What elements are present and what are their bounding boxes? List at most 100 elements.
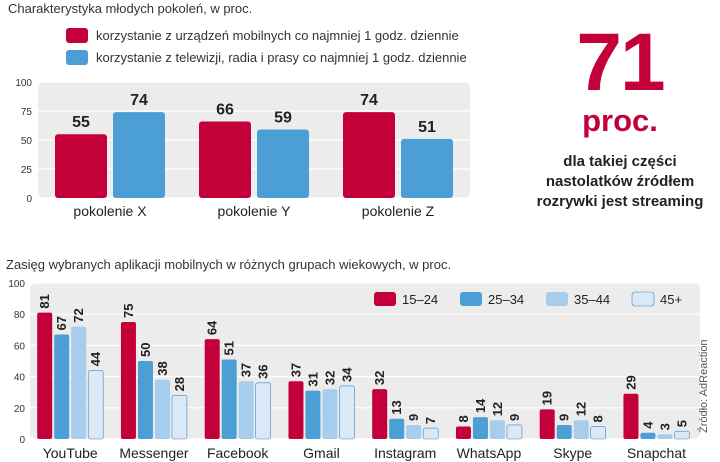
category-label: WhatsApp bbox=[457, 445, 522, 461]
legend-label: 25–34 bbox=[488, 292, 524, 307]
bar bbox=[322, 389, 338, 439]
category-label: pokolenie Y bbox=[218, 203, 292, 219]
data-label: 55 bbox=[72, 114, 90, 131]
chart1-legend-item-tv: korzystanie z telewizji, radia i prasy c… bbox=[66, 46, 467, 68]
bar bbox=[556, 424, 572, 439]
data-label: 5 bbox=[674, 420, 689, 427]
legend-swatch bbox=[374, 292, 396, 306]
data-label: 9 bbox=[507, 414, 522, 421]
chart1-caption: Charakterystyka młodych pokoleń, w proc. bbox=[8, 1, 253, 16]
data-label: 37 bbox=[239, 363, 254, 377]
category-label: Skype bbox=[553, 445, 592, 461]
chart1-legend: korzystanie z urządzeń mobilnych co najm… bbox=[66, 24, 467, 68]
data-label: 51 bbox=[222, 341, 237, 355]
bar bbox=[489, 420, 505, 439]
bar bbox=[199, 121, 251, 198]
data-label: 66 bbox=[216, 101, 234, 118]
data-label: 13 bbox=[389, 400, 404, 414]
plot-background bbox=[38, 82, 470, 198]
data-label: 31 bbox=[305, 372, 320, 386]
data-label: 14 bbox=[473, 398, 488, 413]
data-label: 32 bbox=[322, 371, 337, 385]
y-tick-label: 75 bbox=[21, 107, 33, 118]
bar bbox=[674, 430, 690, 440]
category-label: Facebook bbox=[207, 445, 269, 461]
data-label: 75 bbox=[121, 304, 136, 318]
data-label: 19 bbox=[540, 391, 555, 405]
bar bbox=[573, 420, 589, 439]
y-tick-label: 20 bbox=[14, 404, 26, 415]
bar bbox=[54, 334, 70, 439]
data-label: 72 bbox=[71, 308, 86, 322]
chart2-caption: Zasięg wybranych aplikacji mobilnych w r… bbox=[6, 257, 452, 272]
bar bbox=[257, 129, 309, 198]
bar bbox=[657, 434, 673, 439]
bar bbox=[623, 393, 639, 439]
bar bbox=[55, 134, 107, 198]
y-tick-label: 50 bbox=[21, 136, 33, 147]
data-label: 9 bbox=[557, 414, 572, 421]
data-label: 9 bbox=[406, 414, 421, 421]
data-label: 67 bbox=[54, 316, 69, 330]
data-label: 74 bbox=[130, 92, 148, 109]
category-label: YouTube bbox=[43, 445, 98, 461]
category-label: Instagram bbox=[374, 445, 436, 461]
y-tick-label: 60 bbox=[14, 341, 26, 352]
legend-swatch-tv bbox=[66, 49, 88, 65]
bar bbox=[204, 339, 220, 439]
bar bbox=[221, 359, 237, 439]
legend-swatch-mobile bbox=[66, 27, 88, 43]
data-label: 7 bbox=[423, 417, 438, 424]
source-note: Źródło: AdReaction bbox=[698, 339, 710, 433]
category-label: pokolenie Z bbox=[362, 203, 435, 219]
bar bbox=[87, 370, 104, 440]
bar bbox=[506, 424, 523, 440]
highlight-description-line: dla takiej części bbox=[563, 153, 677, 170]
data-label: 4 bbox=[640, 421, 655, 429]
bar bbox=[255, 382, 271, 440]
data-label: 81 bbox=[37, 294, 52, 308]
legend-swatch bbox=[631, 291, 655, 307]
data-label: 32 bbox=[372, 371, 387, 385]
category-label: Snapchat bbox=[627, 445, 686, 461]
highlight-description-line: rozrywki jest streaming bbox=[536, 193, 704, 210]
legend-label: 15–24 bbox=[402, 292, 438, 307]
data-label: 12 bbox=[574, 402, 589, 416]
bar bbox=[590, 426, 607, 440]
bar bbox=[120, 322, 136, 439]
bar bbox=[113, 112, 165, 198]
data-label: 50 bbox=[138, 343, 153, 357]
data-label: 74 bbox=[360, 92, 378, 109]
bar bbox=[372, 389, 388, 439]
bar bbox=[406, 424, 422, 439]
legend-label: 35–44 bbox=[574, 292, 610, 307]
y-tick-label: 100 bbox=[15, 78, 32, 89]
highlight-number: 71 bbox=[576, 17, 665, 108]
legend-label-mobile: korzystanie z urządzeń mobilnych co najm… bbox=[96, 27, 459, 43]
data-label: 29 bbox=[623, 375, 638, 389]
data-label: 51 bbox=[418, 119, 436, 136]
bar bbox=[422, 427, 439, 440]
data-label: 44 bbox=[88, 351, 103, 366]
bar bbox=[288, 381, 304, 439]
bar bbox=[389, 418, 405, 439]
bar bbox=[539, 409, 555, 439]
legend-label: 45+ bbox=[660, 292, 682, 307]
bar bbox=[640, 432, 656, 439]
category-label: pokolenie X bbox=[73, 203, 147, 219]
y-tick-label: 100 bbox=[8, 279, 25, 290]
bar bbox=[171, 395, 188, 440]
highlight-description: dla takiej części nastolatków źródłem ro… bbox=[520, 152, 720, 212]
bar bbox=[472, 417, 488, 439]
data-label: 28 bbox=[172, 377, 187, 391]
bar bbox=[455, 426, 471, 439]
data-label: 3 bbox=[657, 423, 672, 430]
bar bbox=[343, 112, 395, 198]
data-label: 36 bbox=[256, 364, 271, 378]
data-label: 34 bbox=[339, 367, 354, 382]
legend-swatch bbox=[546, 292, 568, 306]
data-label: 37 bbox=[288, 363, 303, 377]
chart1-legend-item-mobile: korzystanie z urządzeń mobilnych co najm… bbox=[66, 24, 467, 46]
legend-label-tv: korzystanie z telewizji, radia i prasy c… bbox=[96, 49, 467, 65]
y-tick-label: 40 bbox=[14, 373, 26, 384]
